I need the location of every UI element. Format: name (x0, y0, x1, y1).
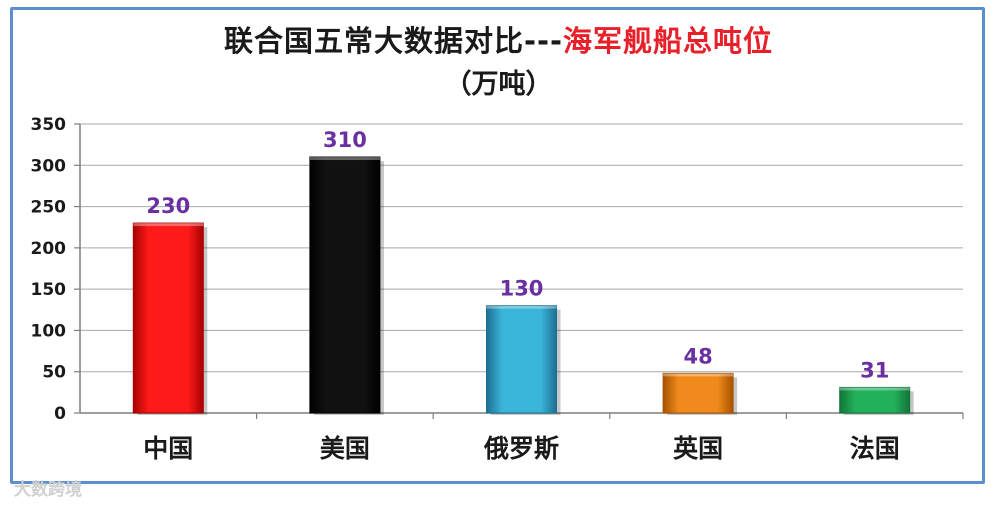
bar (662, 372, 734, 414)
bar-highlight (133, 223, 204, 227)
x-tick-labels: 中国 美国 俄罗斯 英国 法国 (143, 434, 899, 463)
chart-title-accent: 海军舰船总吨位 (563, 24, 774, 58)
y-tick-label: 50 (42, 363, 66, 383)
bar-highlight (486, 305, 557, 309)
y-tick-labels: 0 50 100 150 200 250 300 350 (31, 115, 67, 424)
bar-highlight (309, 157, 380, 161)
chart-title-main: 联合国五常大数据对比--- (223, 24, 564, 58)
watermark: 大数跨境 (14, 480, 82, 500)
x-tick-label: 美国 (320, 434, 370, 463)
y-tick-label: 200 (31, 239, 67, 259)
chart-title: 联合国五常大数据对比---海军舰船总吨位 (0, 18, 997, 60)
bar (132, 222, 204, 414)
data-label: 230 (146, 194, 190, 218)
x-tick-label: 英国 (673, 434, 723, 463)
bar-highlight (839, 387, 910, 391)
y-tick-label: 350 (31, 115, 67, 135)
y-tick-label: 0 (54, 404, 66, 424)
bars (132, 156, 914, 415)
bar-highlight (663, 373, 734, 377)
bar (309, 156, 381, 414)
data-labels: 230 310 130 48 31 (146, 128, 889, 382)
y-tick-label: 300 (31, 156, 67, 176)
x-tick-label: 俄罗斯 (483, 434, 559, 463)
y-tick-label: 250 (31, 198, 67, 218)
chart-subtitle: （万吨） (444, 69, 553, 100)
x-tick-label: 中国 (143, 434, 193, 463)
bar (839, 386, 911, 414)
data-label: 31 (860, 358, 889, 382)
y-tick-label: 150 (31, 280, 67, 300)
y-tick-label: 100 (31, 321, 67, 341)
data-label: 48 (683, 344, 712, 368)
bar (486, 305, 557, 414)
x-tick-label: 法国 (850, 434, 900, 463)
data-label: 130 (500, 277, 544, 301)
data-label: 310 (323, 128, 367, 152)
